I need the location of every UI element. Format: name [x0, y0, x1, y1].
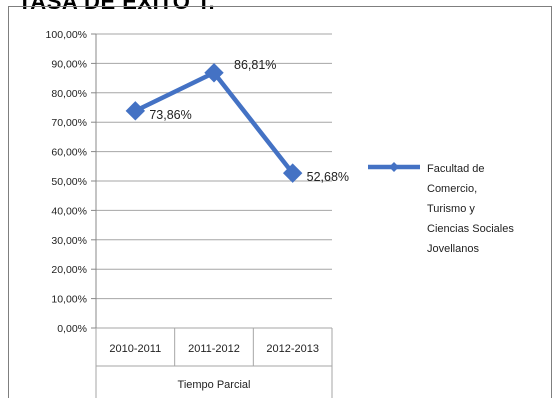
data-label: 52,68%	[307, 170, 349, 184]
y-tick-label: 60,00%	[51, 147, 87, 159]
x-category-label: 2010-2011	[109, 343, 161, 355]
y-tick-label: 10,00%	[51, 294, 87, 306]
y-tick-label: 50,00%	[51, 176, 87, 188]
x-category-label: 2012-2013	[266, 343, 319, 355]
data-point-marker	[204, 63, 224, 83]
y-tick-label: 30,00%	[51, 235, 87, 247]
series-line	[133, 70, 295, 176]
legend-label: Comercio,	[427, 183, 477, 195]
y-tick-label: 70,00%	[51, 117, 87, 129]
legend-label: Facultad de	[427, 163, 484, 175]
data-point-marker	[282, 163, 303, 183]
chart-heading: TASA DE EXITO T.	[18, 0, 216, 14]
legend-label: Turismo y	[427, 203, 475, 215]
y-tick-label: 100,00%	[46, 29, 87, 41]
y-tick-label: 0,00%	[57, 323, 87, 335]
legend-label: Ciencias Sociales	[427, 223, 514, 235]
legend-marker	[389, 162, 399, 172]
x-axis-title: Tiempo Parcial	[178, 379, 251, 391]
y-tick-label: 40,00%	[51, 205, 87, 217]
y-tick-label: 90,00%	[51, 58, 87, 70]
data-point-marker	[125, 101, 146, 121]
legend-label: Jovellanos	[427, 243, 479, 255]
y-tick-label: 80,00%	[51, 88, 87, 100]
chart-frame	[8, 6, 552, 398]
data-label: 86,81%	[234, 58, 276, 72]
y-tick-label: 20,00%	[51, 264, 87, 276]
data-label: 73,86%	[149, 108, 191, 122]
x-category-label: 2011-2012	[188, 343, 240, 355]
